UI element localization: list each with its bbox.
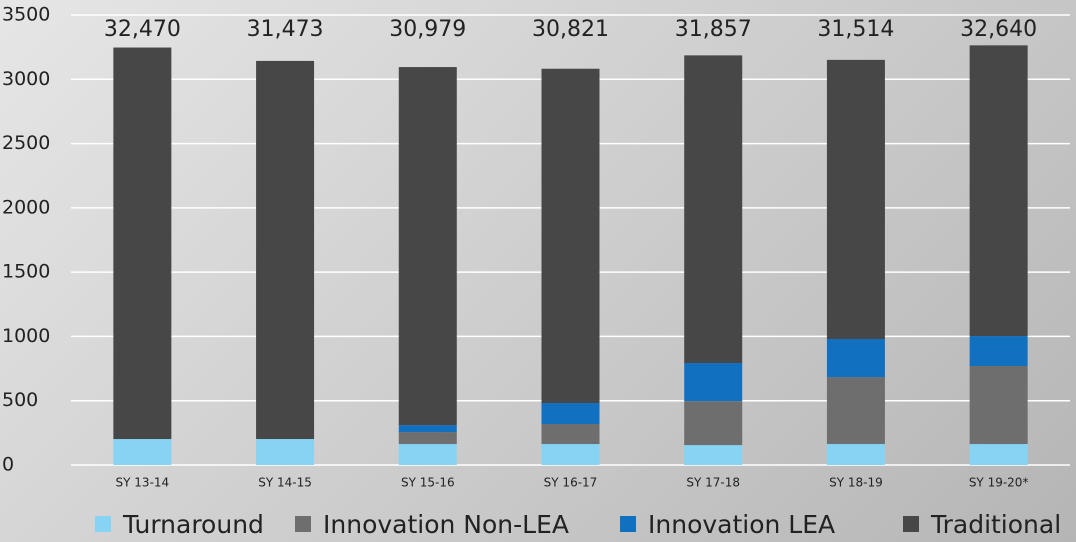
bar-segment bbox=[398, 67, 457, 426]
legend-swatch bbox=[95, 516, 111, 532]
y-tick-label: 2500 bbox=[2, 132, 50, 154]
legend-swatch bbox=[295, 516, 311, 532]
bar-segment bbox=[826, 377, 885, 445]
bar-segment bbox=[826, 339, 885, 378]
x-tick-label: SY 14-15 bbox=[258, 476, 312, 490]
annotation: 30,821 bbox=[532, 17, 609, 42]
y-tick-label: 500 bbox=[2, 389, 38, 411]
bar-segment bbox=[969, 366, 1028, 445]
legend-label: Traditional bbox=[930, 510, 1061, 539]
x-tick-label: SY 13-14 bbox=[116, 476, 170, 490]
bar-segment bbox=[113, 47, 172, 440]
bar-segment bbox=[969, 444, 1028, 465]
x-tick-label: SY 19-20* bbox=[969, 476, 1029, 490]
bar-segment bbox=[541, 403, 600, 424]
legend-label: Innovation LEA bbox=[648, 510, 835, 539]
legend-label: Innovation Non-LEA bbox=[323, 510, 569, 539]
annotation: 30,979 bbox=[389, 17, 466, 42]
bar-segment bbox=[684, 445, 743, 465]
x-tick-label: SY 17-18 bbox=[686, 476, 740, 490]
legend-swatch bbox=[620, 516, 636, 532]
annotation: 32,640 bbox=[960, 17, 1037, 42]
y-tick-label: 1500 bbox=[2, 261, 50, 283]
bar-segment bbox=[684, 401, 743, 446]
annotation: 32,470 bbox=[104, 17, 181, 42]
bar-segment bbox=[684, 363, 743, 402]
y-tick-label: 1000 bbox=[2, 325, 50, 347]
bar-segment bbox=[541, 68, 600, 404]
x-tick-label: SY 16-17 bbox=[544, 476, 598, 490]
bar-segment bbox=[541, 423, 600, 445]
annotation: 31,514 bbox=[817, 17, 894, 42]
bar-segment bbox=[826, 59, 885, 339]
x-tick-label: SY 15-16 bbox=[401, 476, 455, 490]
bar-segment bbox=[826, 444, 885, 465]
bar-segment bbox=[969, 45, 1028, 337]
bar-segment bbox=[969, 336, 1028, 366]
annotation: 31,857 bbox=[675, 17, 752, 42]
bar-segment bbox=[684, 55, 743, 364]
bar-segment bbox=[256, 60, 315, 440]
legend-label: Turnaround bbox=[122, 510, 264, 539]
y-tick-label: 3000 bbox=[2, 68, 50, 90]
annotation: 31,473 bbox=[247, 17, 324, 42]
y-tick-label: 2000 bbox=[2, 196, 50, 218]
bar-segment bbox=[113, 439, 172, 465]
legend-swatch bbox=[903, 516, 919, 532]
bar-segment bbox=[398, 432, 457, 445]
bar-segment bbox=[541, 444, 600, 465]
x-tick-label: SY 18-19 bbox=[829, 476, 883, 490]
bar-segment bbox=[256, 439, 315, 465]
y-tick-label: 0 bbox=[2, 454, 14, 476]
y-tick-label: 3500 bbox=[2, 4, 50, 26]
bar-segment bbox=[398, 444, 457, 465]
bar-segment bbox=[398, 425, 457, 433]
